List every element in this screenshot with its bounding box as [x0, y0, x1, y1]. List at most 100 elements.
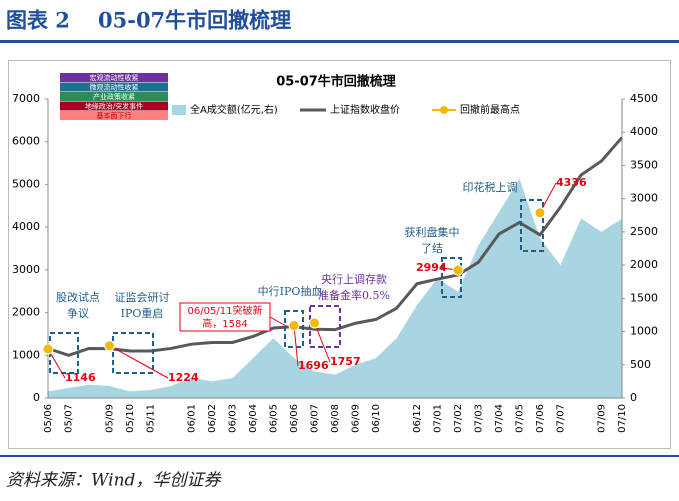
y-tick-label: 4000	[12, 220, 40, 233]
volume-area	[48, 178, 622, 398]
x-tick-label: 06/04	[248, 404, 259, 433]
event-text: 央行上调存款	[321, 272, 387, 286]
peak-label: 4336	[556, 176, 587, 189]
x-tick-label: 07/03	[474, 404, 485, 433]
x-tick-label: 06/02	[207, 404, 218, 433]
x-tick-label: 07/10	[617, 404, 628, 433]
x-tick-label: 05/07	[64, 404, 75, 433]
event-box	[112, 332, 154, 374]
index-line	[47, 136, 624, 357]
footer-rule	[0, 455, 679, 457]
y2-tick-label: 2000	[630, 258, 658, 271]
peak-label: 1696	[298, 359, 329, 372]
peak-dot	[534, 207, 546, 219]
x-tick-label: 07/05	[515, 404, 526, 433]
x-tick-label: 06/05	[269, 404, 280, 433]
peak-dot	[288, 320, 300, 332]
event-label: 宏观流动性收紧	[90, 73, 139, 82]
x-tick-label: 06/06	[289, 404, 300, 433]
peak-dot	[452, 264, 464, 276]
x-tick-label: 05/11	[146, 404, 157, 433]
y2-tick-label: 3500	[630, 158, 658, 171]
peak-label: 1757	[330, 355, 361, 368]
x-tick-label: 06/12	[412, 404, 423, 433]
event-box	[309, 305, 341, 348]
note-leader	[269, 316, 289, 328]
source: 资料来源：Wind，华创证券	[6, 471, 222, 491]
peak-dot	[104, 340, 115, 352]
event-swatch	[60, 73, 168, 82]
peak-leader	[47, 348, 66, 379]
x-tick-label: 05/06	[43, 404, 54, 433]
event-text: 争议	[67, 306, 89, 320]
y-tick-label: 1000	[12, 348, 40, 361]
x-tick-label: 06/01	[187, 404, 198, 433]
peak-leader	[539, 182, 557, 214]
x-tick-label: 07/07	[556, 404, 567, 433]
peak-label: 2994	[416, 261, 447, 274]
x-tick-label: 07/04	[494, 404, 505, 433]
legend-swatch	[440, 106, 448, 114]
legend-swatch	[172, 105, 186, 115]
y2-tick-label: 0	[630, 391, 637, 404]
y2-tick-label: 1500	[630, 291, 658, 304]
event-swatch	[60, 82, 168, 92]
header-rule	[0, 40, 679, 43]
peak-dot	[42, 343, 54, 355]
event-label: 微观流动性收紧	[90, 83, 139, 92]
y2-tick-label: 4500	[630, 92, 658, 105]
y-tick-label: 6000	[12, 135, 40, 148]
x-tick-label: 06/08	[330, 404, 341, 433]
y2-tick-label: 4000	[630, 125, 658, 138]
peak-dot	[309, 317, 320, 329]
header-label: 图表 2	[6, 8, 70, 33]
y-tick-label: 3000	[12, 263, 40, 276]
y-tick-label: 5000	[12, 177, 40, 190]
event-swatch	[60, 111, 168, 120]
x-tick-label: 07/06	[535, 404, 546, 433]
chart-title: 05-07牛市回撤梳理	[276, 74, 396, 90]
peak-leader	[314, 322, 331, 363]
x-tick-label: 07/02	[453, 404, 464, 433]
legend-label: 回撤前最高点	[460, 103, 520, 116]
y-tick-label: 7000	[12, 92, 40, 105]
event-text: 了结	[421, 242, 443, 255]
event-label: 地缘政治/突发事件	[85, 102, 143, 111]
x-tick-label: 07/09	[597, 404, 608, 433]
x-tick-label: 05/09	[105, 404, 116, 433]
x-tick-label: 07/01	[433, 404, 444, 433]
event-box	[441, 257, 462, 298]
event-text: 证监会研讨	[115, 291, 170, 304]
event-swatch	[60, 101, 168, 111]
x-tick-label: 05/10	[125, 404, 136, 433]
y2-tick-label: 1000	[630, 325, 658, 338]
peak-leader	[293, 325, 299, 367]
note-text: 06/05/11突破新高，1584	[188, 304, 263, 330]
legend-label: 上证指数收盘价	[330, 103, 400, 116]
event-label: 产业政策收紧	[93, 92, 135, 101]
event-box	[284, 310, 304, 348]
y2-tick-label: 500	[630, 358, 651, 371]
y2-tick-label: 2500	[630, 225, 658, 238]
peak-label: 1224	[168, 371, 199, 384]
peak-leader	[109, 345, 169, 379]
event-text: IPO重启	[121, 306, 164, 320]
x-tick-label: 06/07	[310, 404, 321, 433]
y-tick-label: 2000	[12, 306, 40, 319]
legend-label: 全A成交额(亿元,右)	[190, 103, 278, 116]
note-box	[179, 302, 271, 332]
event-text: 获利盘集中	[405, 225, 460, 239]
x-tick-label: 06/03	[228, 404, 239, 433]
event-text: 股改试点	[56, 290, 100, 304]
chart-frame	[8, 60, 671, 449]
peak-label: 1146	[65, 371, 96, 384]
header-title: 05-07牛市回撤梳理	[98, 8, 291, 33]
event-text: 准备金率0.5%	[318, 288, 390, 302]
x-tick-label: 06/10	[371, 404, 382, 433]
event-text: 印花税上调	[463, 180, 518, 194]
event-text: 中行IPO抽血	[258, 284, 323, 298]
y2-tick-label: 3000	[630, 192, 658, 205]
x-tick-label: 06/09	[351, 404, 362, 433]
y-tick-label: 0	[33, 391, 40, 404]
